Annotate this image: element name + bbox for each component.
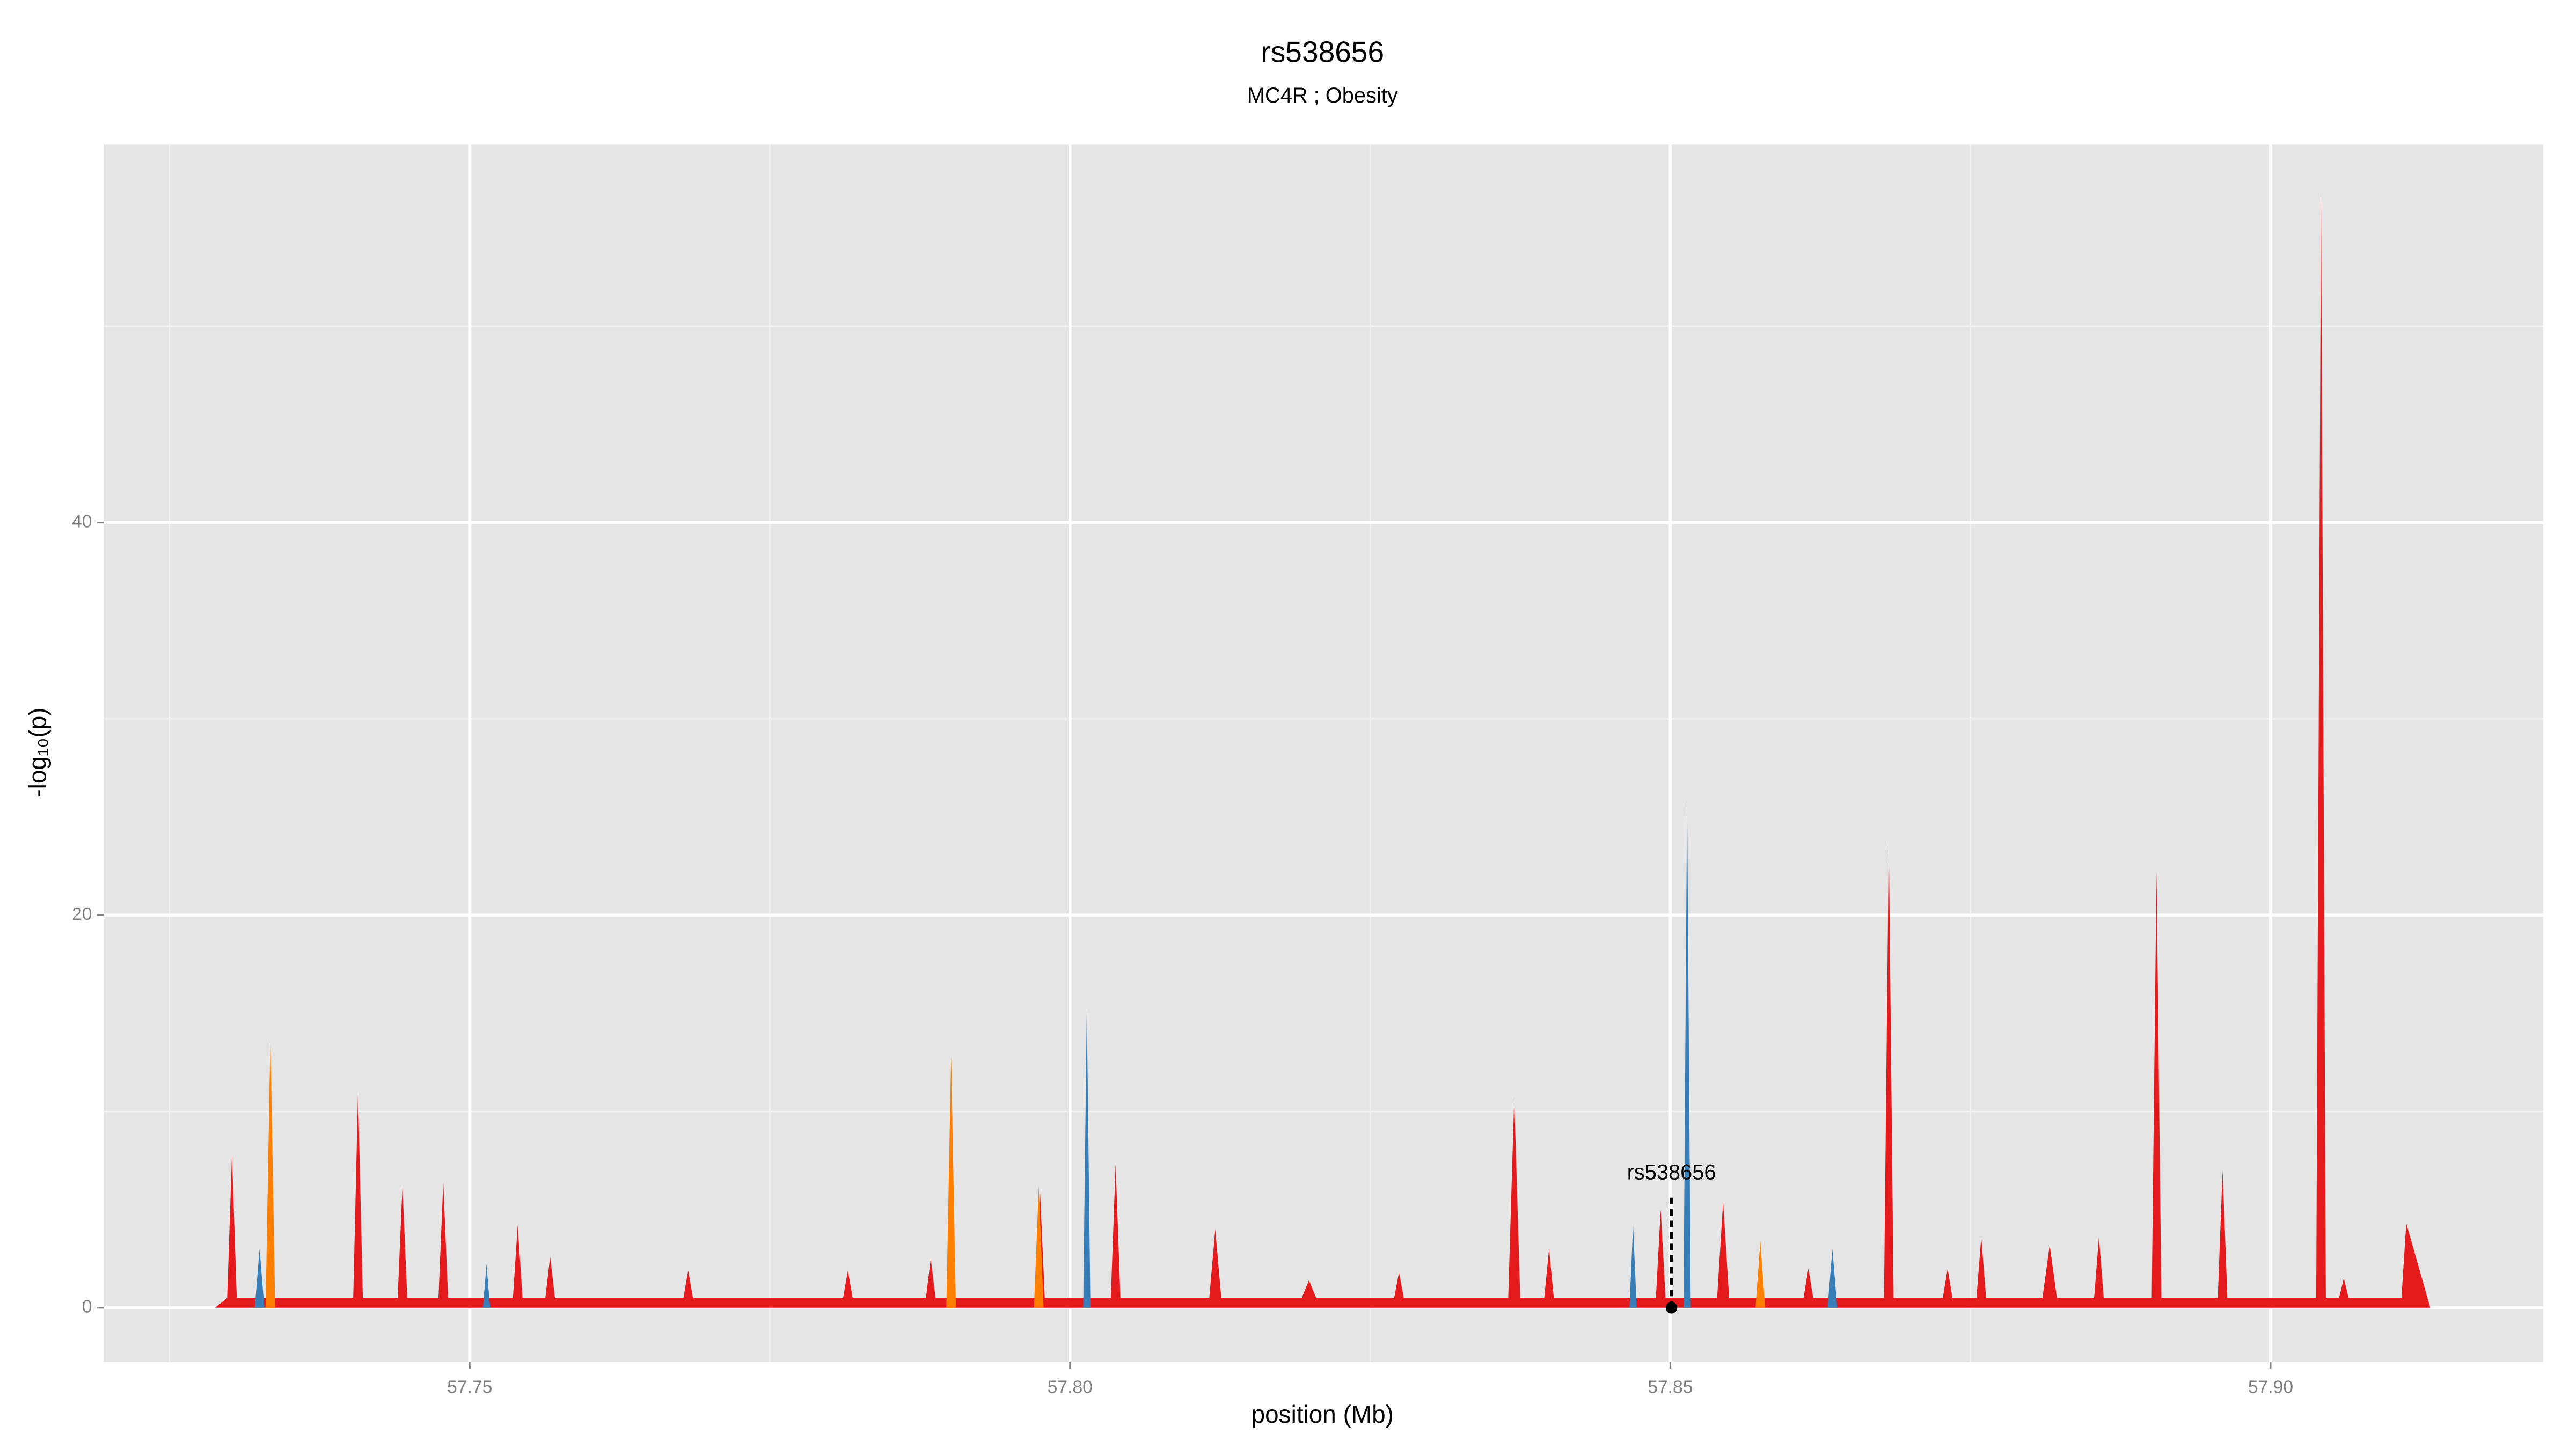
x-axis-title: position (Mb) xyxy=(1252,1400,1394,1428)
x-tick-label: 57.80 xyxy=(1048,1378,1093,1397)
annotation-point xyxy=(1665,1302,1678,1314)
chart-title: rs538656 xyxy=(1261,35,1384,69)
x-tick-label: 57.75 xyxy=(447,1378,492,1397)
y-tick-label: 40 xyxy=(72,511,92,531)
y-axis-title: -log₁₀(p) xyxy=(24,707,52,797)
chart-subtitle: MC4R ; Obesity xyxy=(1247,84,1398,107)
x-tick-label: 57.85 xyxy=(1648,1378,1693,1397)
x-tick-label: 57.90 xyxy=(2248,1378,2293,1397)
panel xyxy=(103,144,2543,1362)
y-tick-label: 0 xyxy=(82,1297,92,1317)
y-tick-label: 20 xyxy=(72,904,92,924)
annotation-label: rs538656 xyxy=(1627,1160,1716,1184)
